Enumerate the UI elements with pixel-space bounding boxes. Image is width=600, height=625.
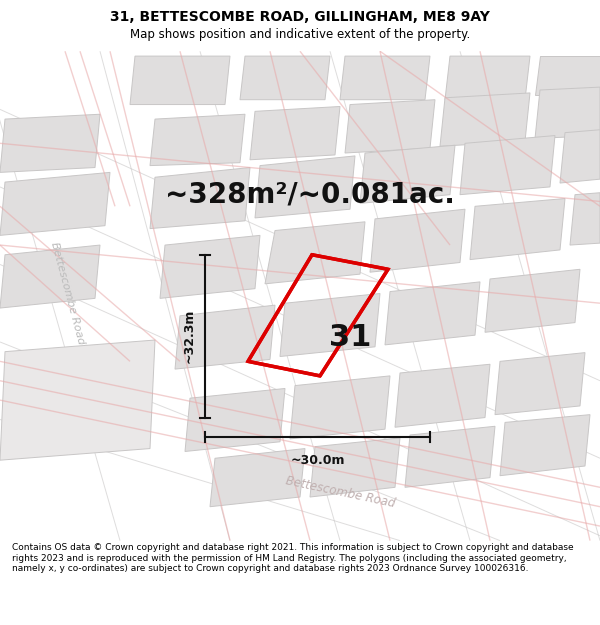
Polygon shape xyxy=(265,222,365,284)
Polygon shape xyxy=(345,100,435,153)
Polygon shape xyxy=(185,389,285,451)
Polygon shape xyxy=(150,114,245,166)
Polygon shape xyxy=(160,236,260,298)
Text: 31, BETTESCOMBE ROAD, GILLINGHAM, ME8 9AY: 31, BETTESCOMBE ROAD, GILLINGHAM, ME8 9A… xyxy=(110,10,490,24)
Text: Bettescombe Road: Bettescombe Road xyxy=(284,474,396,510)
Polygon shape xyxy=(470,199,565,259)
Polygon shape xyxy=(535,87,600,139)
Polygon shape xyxy=(535,56,600,95)
Polygon shape xyxy=(405,426,495,488)
Polygon shape xyxy=(340,56,430,100)
Polygon shape xyxy=(175,305,275,369)
Polygon shape xyxy=(280,294,380,356)
Polygon shape xyxy=(500,414,590,476)
Polygon shape xyxy=(250,106,340,160)
Text: Bettescombe Road: Bettescombe Road xyxy=(50,241,86,346)
Polygon shape xyxy=(255,156,355,218)
Text: 31: 31 xyxy=(329,322,371,352)
Polygon shape xyxy=(395,364,490,428)
Polygon shape xyxy=(290,376,390,439)
Polygon shape xyxy=(0,245,100,308)
Polygon shape xyxy=(360,145,455,203)
Polygon shape xyxy=(240,56,330,100)
Polygon shape xyxy=(560,130,600,183)
Polygon shape xyxy=(0,173,110,236)
Polygon shape xyxy=(370,209,465,272)
Polygon shape xyxy=(0,340,155,460)
Polygon shape xyxy=(570,192,600,245)
Polygon shape xyxy=(385,282,480,345)
Polygon shape xyxy=(495,352,585,414)
Polygon shape xyxy=(150,168,250,229)
Polygon shape xyxy=(210,449,305,507)
Text: ~32.3m: ~32.3m xyxy=(182,309,196,363)
Polygon shape xyxy=(130,56,230,104)
Polygon shape xyxy=(0,114,100,172)
Polygon shape xyxy=(485,269,580,332)
Polygon shape xyxy=(445,56,530,100)
Text: Map shows position and indicative extent of the property.: Map shows position and indicative extent… xyxy=(130,28,470,41)
Polygon shape xyxy=(440,93,530,146)
Text: ~328m²/~0.081ac.: ~328m²/~0.081ac. xyxy=(165,181,455,209)
Text: ~30.0m: ~30.0m xyxy=(290,454,345,468)
Polygon shape xyxy=(310,438,400,497)
Polygon shape xyxy=(460,136,555,194)
Text: Contains OS data © Crown copyright and database right 2021. This information is : Contains OS data © Crown copyright and d… xyxy=(12,543,574,573)
